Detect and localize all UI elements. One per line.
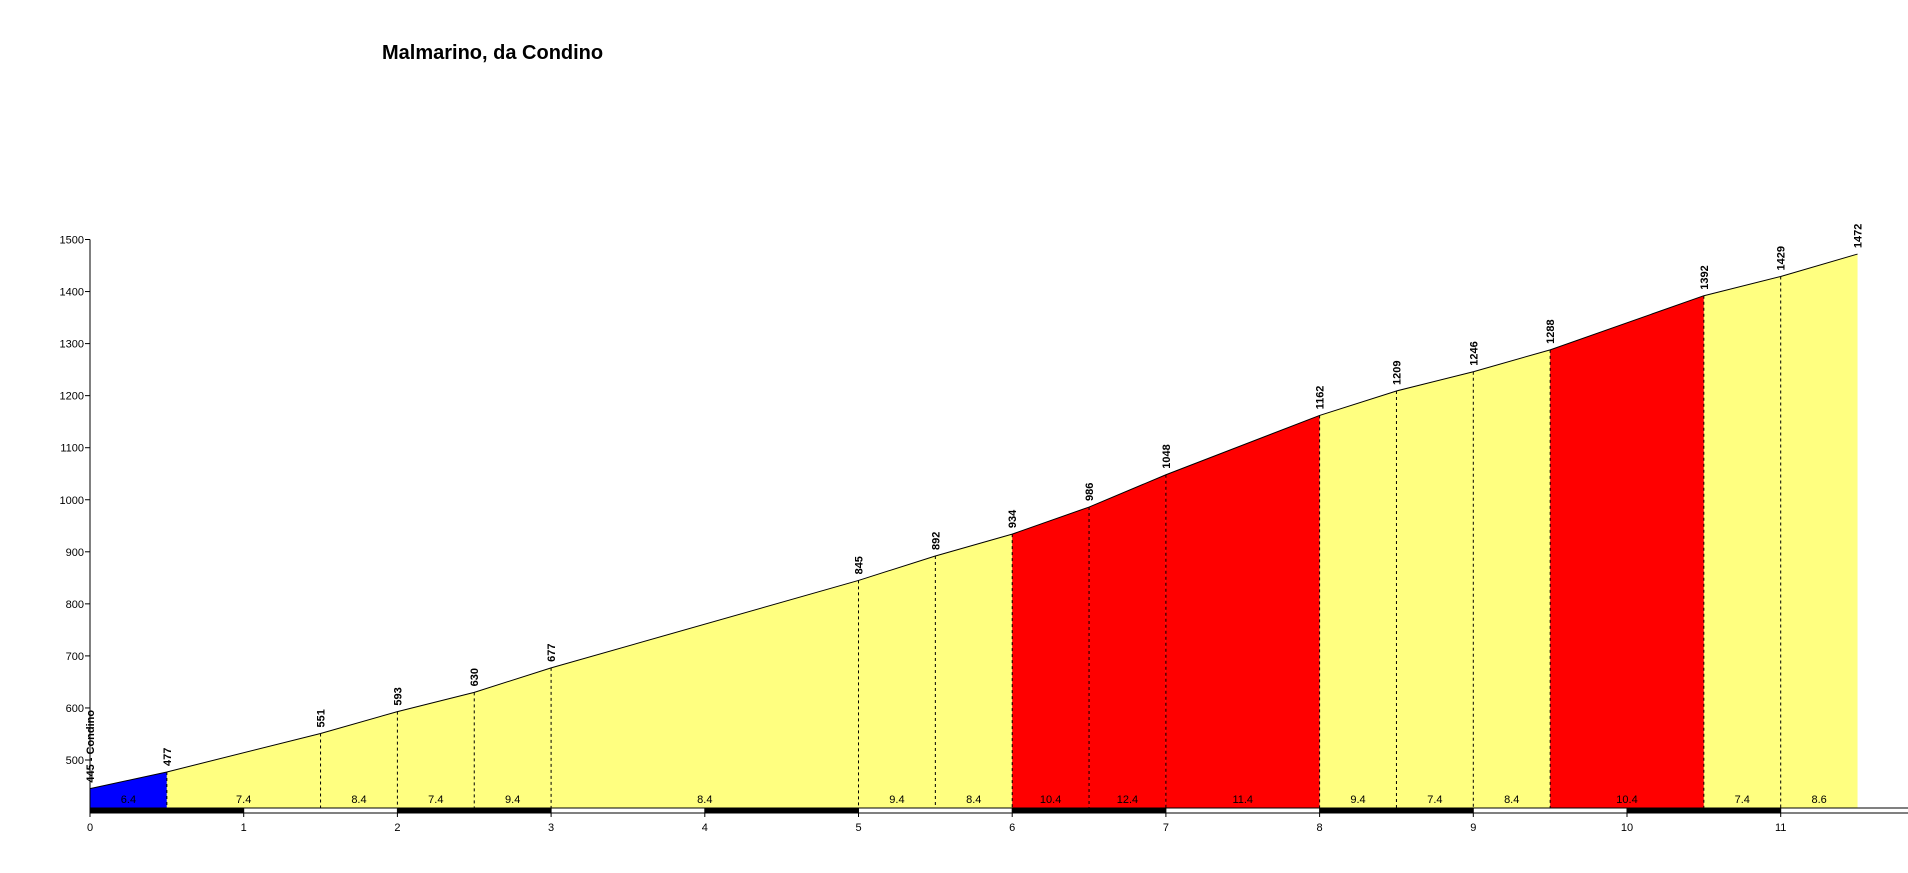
elevation-label: 1429	[1776, 246, 1788, 270]
grade-label: 9.4	[889, 794, 904, 806]
km-bar-block	[90, 808, 244, 813]
km-bar-block	[397, 808, 552, 813]
segment-area-13	[1473, 349, 1551, 808]
elevation-label: 1209	[1391, 360, 1403, 384]
grade-label: 11.4	[1232, 794, 1253, 806]
grade-label: 7.4	[428, 794, 443, 806]
segment-area-1	[166, 733, 321, 808]
elevation-label: 934	[1007, 509, 1019, 528]
chart-title: Malmarino, da Condino	[382, 42, 604, 64]
elevation-label: 593	[392, 687, 404, 705]
km-bar-block	[1627, 808, 1781, 813]
segment-area-8	[1012, 507, 1090, 808]
elevation-label: 477	[162, 748, 174, 766]
elevation-label: 1288	[1545, 319, 1557, 343]
segment-area-9	[1089, 474, 1166, 808]
segment-area-4	[474, 667, 552, 808]
x-tick-label: 5	[855, 822, 861, 834]
grade-label: 8.4	[351, 794, 366, 806]
km-bar-block	[704, 808, 859, 813]
x-tick-label: 10	[1621, 822, 1633, 834]
elevation-label: 1472	[1853, 224, 1865, 248]
segment-area-7	[935, 534, 1013, 808]
elevation-label: 551	[316, 709, 328, 727]
grade-label: 8.6	[1811, 794, 1826, 806]
grade-label: 8.4	[966, 794, 981, 806]
elevation-label: 845	[854, 556, 866, 574]
segment-area-12	[1396, 371, 1474, 808]
x-tick-label: 8	[1317, 822, 1323, 834]
y-tick-label: 800	[66, 599, 84, 611]
elevation-label: 1162	[1315, 386, 1327, 410]
x-tick-label: 11	[1775, 822, 1786, 834]
grade-label: 9.4	[505, 794, 520, 806]
elevation-label: 445 - Condino	[85, 710, 97, 783]
x-tick-label: 3	[548, 822, 554, 834]
y-tick-label: 700	[66, 651, 84, 663]
segment-area-0	[90, 771, 167, 808]
segment-area-15	[1703, 276, 1781, 808]
grade-label: 12.4	[1117, 794, 1138, 806]
segment-area-10	[1165, 415, 1320, 808]
segment-area-11	[1319, 390, 1397, 808]
grade-label: 7.4	[236, 794, 251, 806]
grade-label: 6.4	[121, 794, 136, 806]
x-tick-label: 6	[1009, 822, 1015, 834]
grade-label: 10.4	[1616, 794, 1637, 806]
x-tick-label: 1	[241, 822, 247, 834]
y-tick-label: 1300	[60, 339, 84, 351]
segment-area-14	[1550, 295, 1704, 808]
segment-area-3	[397, 692, 475, 808]
y-tick-label: 1400	[60, 287, 84, 299]
y-tick-label: 500	[66, 755, 84, 767]
y-tick-label: 1200	[60, 391, 84, 403]
grade-label: 9.4	[1350, 794, 1365, 806]
x-tick-label: 2	[394, 822, 400, 834]
y-tick-label: 1000	[60, 495, 84, 507]
segment-area-5	[551, 580, 859, 808]
grade-label: 8.4	[697, 794, 712, 806]
grade-label: 7.4	[1735, 794, 1750, 806]
km-bar-block	[1319, 808, 1474, 813]
segment-area-6	[858, 555, 936, 808]
elevation-label: 677	[546, 644, 558, 662]
elevation-label: 892	[930, 532, 942, 550]
y-tick-label: 1100	[60, 443, 84, 455]
elevation-label: 1392	[1699, 265, 1711, 289]
y-tick-label: 900	[66, 547, 84, 559]
grade-label: 7.4	[1427, 794, 1442, 806]
x-tick-label: 4	[702, 822, 708, 834]
elevation-label: 630	[469, 668, 481, 686]
x-tick-label: 9	[1470, 822, 1476, 834]
segment-area-2	[320, 711, 398, 808]
grade-label: 10.4	[1040, 794, 1061, 806]
y-tick-label: 1500	[60, 235, 84, 247]
elevation-label: 986	[1084, 483, 1096, 501]
x-tick-label: 0	[87, 822, 93, 834]
profile-line	[89, 253, 1858, 790]
segment-area-16	[1780, 254, 1858, 809]
elevation-label: 1246	[1468, 341, 1480, 365]
elevation-label: 1048	[1161, 444, 1173, 468]
x-tick-label: 7	[1163, 822, 1169, 834]
y-tick-label: 600	[66, 703, 84, 715]
km-bar-block	[1012, 808, 1166, 813]
grade-label: 8.4	[1504, 794, 1519, 806]
